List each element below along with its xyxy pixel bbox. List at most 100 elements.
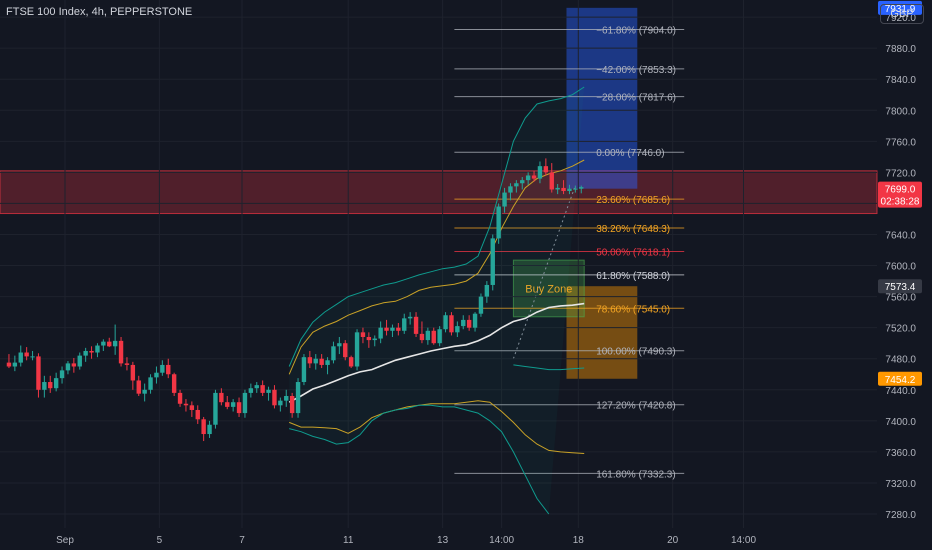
bollinger-fill: [289, 87, 585, 514]
candle-body: [30, 356, 35, 358]
candle-body: [289, 396, 295, 414]
candle-body: [484, 284, 490, 297]
candle-body: [219, 392, 224, 403]
time-tick-label: 11: [343, 535, 354, 546]
candle-body: [549, 172, 554, 190]
fib-level-label: 127.20% (7420.8): [596, 401, 676, 412]
fib-level-label: 161.80% (7332.3): [596, 469, 676, 480]
candle-body: [313, 358, 318, 364]
bollinger-inner-lower: [289, 400, 585, 454]
fib-level-label: −28.00% (7817.6): [596, 93, 676, 104]
candle-body: [466, 319, 472, 328]
candle-body: [272, 389, 277, 406]
candle-body: [160, 364, 165, 373]
candle-body: [437, 329, 442, 344]
candle-body: [514, 183, 519, 187]
candle-body: [53, 378, 59, 389]
candle-body: [567, 188, 572, 192]
candle-body: [136, 380, 141, 394]
candle-body: [343, 343, 348, 358]
bollinger-upper: [288, 86, 585, 367]
price-tick-label: 7800.0: [885, 106, 916, 117]
candle-body: [201, 419, 206, 435]
candle-body: [248, 388, 254, 393]
candle-body: [413, 316, 419, 334]
price-tick-label: 7480.0: [885, 355, 916, 366]
price-axis-marker-label: 7931.9: [885, 4, 916, 15]
candle-body: [555, 187, 560, 190]
candle-body: [384, 327, 389, 331]
candle-body: [48, 382, 53, 389]
candle-body: [278, 400, 283, 406]
candle-body: [266, 389, 271, 393]
price-axis[interactable]: 7920.07880.07840.07800.07760.07720.07680…: [885, 13, 916, 521]
candle-body: [177, 392, 183, 404]
bollinger-inner-upper: [288, 159, 585, 375]
candle-body: [531, 175, 537, 179]
price-tick-label: 7320.0: [885, 479, 916, 490]
candle-body: [112, 340, 118, 347]
candle-body: [390, 327, 395, 331]
price-tick-label: 7880.0: [885, 44, 916, 55]
candle-body: [419, 333, 425, 341]
price-tick-label: 7600.0: [885, 262, 916, 273]
candle-body: [124, 363, 130, 365]
price-axis-marker: [878, 181, 922, 208]
candle-body: [496, 206, 501, 239]
candle-body: [472, 313, 478, 328]
candle-body: [42, 382, 47, 390]
candle-body: [366, 336, 372, 341]
candle-body: [65, 363, 71, 371]
candle-body: [543, 166, 549, 173]
price-axis-marker-label: 7573.4: [885, 282, 916, 293]
candle-body: [449, 315, 454, 333]
candle-body: [242, 392, 248, 414]
candle-body: [443, 315, 448, 330]
candle-body: [230, 402, 236, 407]
fibonacci-layer: −61.80% (7904.0) −42.00% (7853.3) −28.00% …: [454, 26, 685, 480]
fib-level-label: 100.00% (7490.3): [596, 347, 676, 358]
candle-body: [561, 187, 566, 192]
candle-body: [118, 340, 124, 364]
countdown-label: 02:38:28: [881, 197, 920, 208]
candle-body: [24, 352, 29, 357]
candle-body: [107, 341, 112, 347]
candle-body: [525, 175, 531, 181]
candle-body: [372, 338, 377, 341]
candle-body: [508, 186, 513, 193]
currency-button[interactable]: GBP: [880, 4, 924, 24]
candle-body: [461, 319, 466, 327]
candle-body: [455, 326, 460, 333]
price-tick-label: 7720.0: [885, 168, 916, 179]
candle-body: [537, 166, 543, 179]
price-axis-marker: [878, 371, 922, 386]
symbol-title: FTSE 100 Index, 4h, PEPPERSTONE: [6, 6, 193, 18]
candle-body: [284, 396, 289, 401]
supply-zone: [0, 170, 878, 215]
candle-body: [142, 389, 147, 394]
time-tick-label: 13: [437, 535, 449, 546]
fib-level-label: 50.00% (7618.1): [596, 247, 670, 258]
price-tick-label: 7840.0: [885, 75, 916, 86]
candle-body: [520, 180, 525, 184]
price-tick-label: 7440.0: [885, 386, 916, 397]
candle-body: [295, 382, 301, 414]
price-tick-label: 7520.0: [885, 324, 916, 335]
fib-level-label: 38.20% (7648.3): [596, 224, 670, 235]
candle-body: [348, 357, 354, 367]
candle-body: [166, 364, 171, 375]
time-axis[interactable]: Sep 5 7 11 13 14:00 18 20 14:00: [56, 535, 756, 546]
grid-layer: [0, 0, 877, 528]
candle-body: [325, 360, 330, 365]
price-tick-label: 7560.0: [885, 293, 916, 304]
candle-body: [36, 356, 41, 390]
candle-body: [319, 358, 324, 365]
candle-body: [189, 405, 195, 410]
candle-body: [236, 402, 242, 414]
candle-body: [431, 330, 436, 344]
candle-body: [402, 318, 407, 331]
candle-body: [6, 362, 12, 367]
candle-body: [307, 357, 313, 364]
trade-dotted-line: [512, 187, 575, 359]
